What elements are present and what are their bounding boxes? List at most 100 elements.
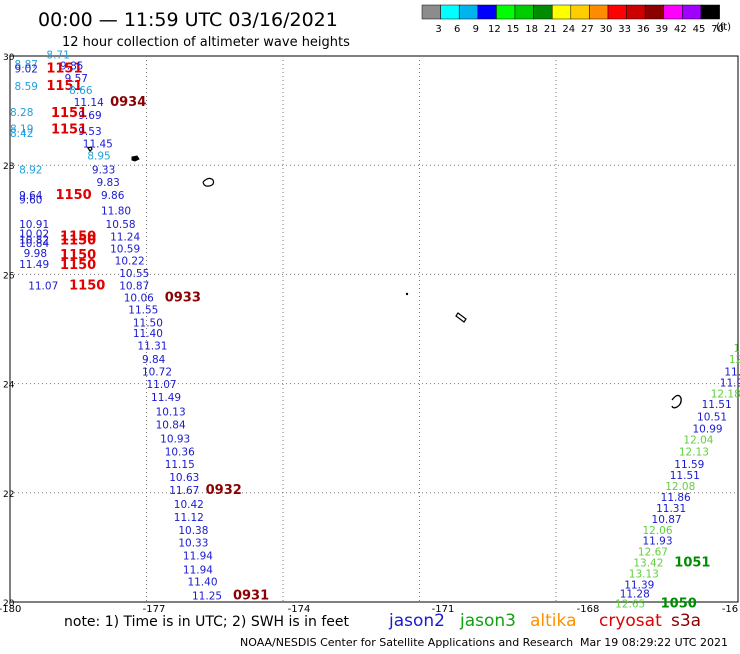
plot-frame [9,55,739,603]
wave-height-value: 11.40 [133,328,163,340]
wave-height-value: 11.98 [724,366,740,378]
wave-height-value: 9.86 [101,190,125,202]
wave-height-value: 13.42 [633,558,663,570]
pass-time-label: 1050 [661,596,697,611]
wave-height-value: 11.45 [83,139,113,151]
wave-height-value: 11.94 [183,550,213,562]
pass-time-label: 1150 [60,233,96,248]
legend-label: 3 [435,24,441,35]
wave-height-value: 11.98 [720,377,740,389]
longitude-label: -171 [432,604,455,615]
legend-label: 9 [473,24,479,35]
wave-height-value: 11.86 [661,492,691,504]
footer-note: note: 1) Time is in UTC; 2) SWH is in fe… [64,614,350,630]
latitude-label: 28 [3,162,15,172]
wave-height-value: 10.91 [19,219,49,231]
latitude-axis-labels: 30 28 26 24 22 20 [3,53,15,609]
legend-label: 39 [655,24,668,35]
wave-height-value: 12.58 [733,343,740,355]
wave-height-value: 10.93 [160,434,190,446]
wave-height-value: 10.51 [697,412,727,424]
wave-height-value: 11.31 [137,341,167,353]
satellite-legend-entry: altika [530,611,577,631]
wave-height-value: 8.92 [19,164,42,176]
satellite-legend: jason2 jason3 altika cryosat s3a [388,611,701,631]
map-title: 00:00 — 11:59 UTC 03/16/2021 [38,9,338,31]
wave-height-value: 10.55 [119,268,149,280]
island-outline [405,292,409,296]
wave-height-value: 10.58 [106,219,136,231]
wave-height-value: 11.24 [110,232,140,244]
wave-height-value: 10.99 [693,424,723,436]
legend-swatch [663,4,683,20]
wave-height-value: 11.51 [702,399,732,411]
legend-label: 70 [711,24,724,35]
wave-height-value: 10.02 [19,228,49,240]
map-subtitle: 12 hour collection of altimeter wave hei… [62,35,350,50]
legend-swatch [496,4,516,20]
legend-swatch [458,4,479,20]
wave-height-value: 12.04 [683,435,713,447]
islands [87,146,682,409]
wave-height-value: 11.94 [183,565,213,577]
legend-swatch [570,4,590,20]
wave-height-value: 10.06 [124,293,154,305]
legend-swatch [421,4,441,20]
legend-label: 30 [600,24,613,35]
wave-height-value: 9.98 [24,248,47,260]
pass-time-label: 1151 [51,106,87,121]
wave-height-value: 10.59 [110,244,140,256]
wave-height-value: 12.87 [729,354,740,366]
wave-height-value: 8.59 [15,81,38,93]
pass-time-label: 0934 [110,95,146,110]
pass-time-label: 1151 [46,61,82,76]
wave-height-value: 8.71 [46,50,69,62]
satellite-legend-entry: cryosat [599,611,662,631]
pass-time-label: 0931 [233,588,269,603]
legend-label: 21 [544,24,557,35]
pass-time-label: 1151 [51,123,87,138]
wave-height-value: 11.39 [624,579,654,591]
wave-height-value: 12.18 [711,388,740,400]
wave-height-value: 8.42 [10,128,33,140]
wave-height-value: 10.36 [165,447,195,459]
legend-label: 18 [525,24,538,35]
legend-swatch [551,4,572,20]
legend-swatch [477,4,497,20]
pass-time-label: 1150 [56,188,92,203]
island-outline [455,312,467,323]
wave-height-value: 9.53 [78,126,101,138]
legend-swatch [589,4,609,20]
footer-credit: NOAA/NESDIS Center for Satellite Applica… [240,636,573,649]
wave-height-value: 11.49 [151,392,181,404]
wave-height-value: 12.65 [615,598,645,610]
longitude-axis-labels: -180 -177 -174 -171 -168 -16 [0,604,738,615]
wave-height-value: 10.87 [652,514,682,526]
latitude-label: 30 [3,53,15,63]
legend-label: 15 [507,24,520,35]
wave-height-value: 8.19 [10,123,33,135]
wave-height-value: 12.06 [642,525,672,537]
wave-height-value: 10.82 [19,234,49,246]
legend-swatch [700,4,720,20]
wave-height-value: 9.84 [142,354,166,366]
wave-height-value: 8.66 [69,85,93,97]
wave-height-value: 10.42 [174,499,204,511]
pass-time-label: 1150 [60,258,96,273]
wave-height-value: 11.51 [670,470,700,482]
latitude-label: 22 [3,490,14,500]
legend-label: 27 [581,24,594,35]
wave-height-value: 9.85 [60,61,83,73]
wave-height-value: 11.59 [674,459,704,471]
legend-swatch [440,4,460,20]
wave-height-value: 10.63 [169,472,199,484]
legend-swatch [514,4,534,20]
longitude-label: -177 [143,604,166,615]
legend-label: 45 [693,24,706,35]
footer-timestamp: Mar 19 08:29:22 UTC 2021 [580,636,728,649]
wave-height-color-legend: 3 6 9 12 15 18 21 24 27 30 33 36 39 42 45 70 [421,4,724,35]
wave-height-value: 10.87 [119,281,149,293]
wave-height-value: 11.15 [165,459,195,471]
